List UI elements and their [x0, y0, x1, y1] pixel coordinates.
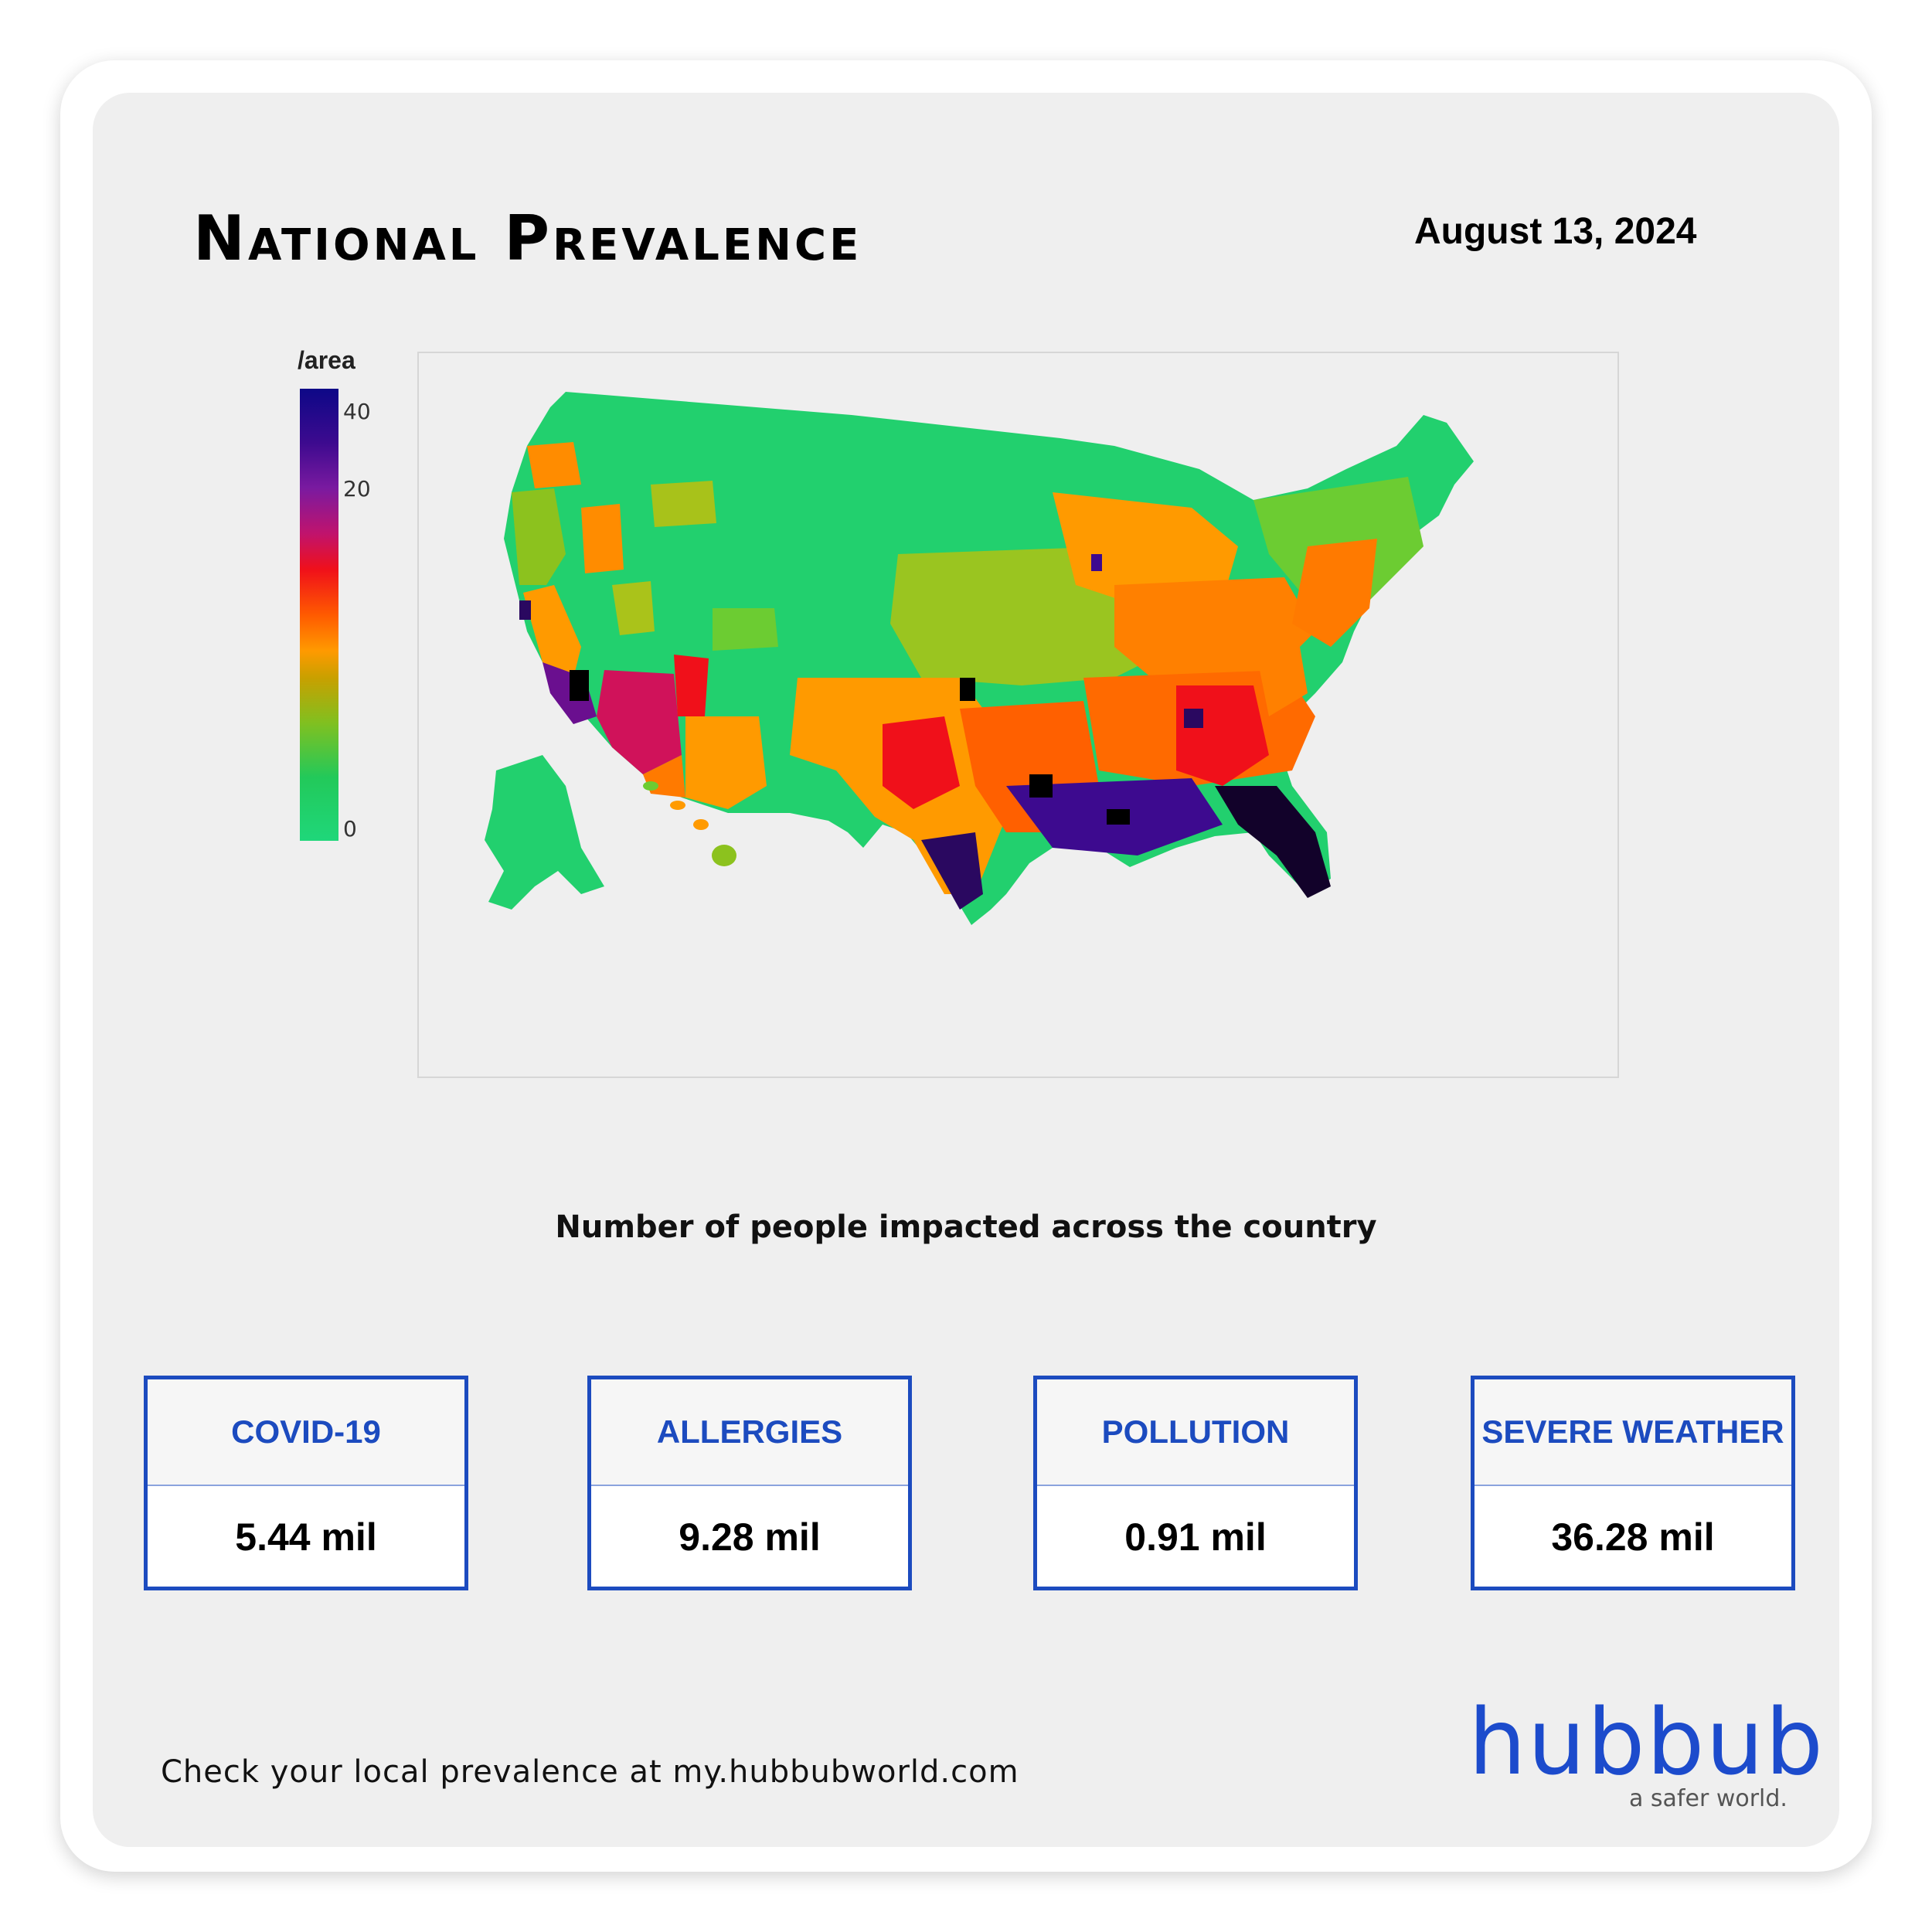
stat-value: 9.28 mil	[679, 1515, 821, 1559]
stat-label: SEVERE WEATHER	[1475, 1379, 1791, 1486]
region-oregon	[527, 442, 581, 488]
region-new-mexico	[685, 716, 767, 809]
region-great-lakes	[1053, 492, 1238, 608]
region-northeast	[1253, 477, 1423, 600]
hotspot-bay-area	[519, 600, 531, 620]
legend-tick-20: 20	[343, 476, 371, 502]
region-carolina-coast	[1253, 639, 1308, 716]
stat-card-allergies[interactable]: ALLERGIES 9.28 mil	[587, 1376, 912, 1590]
stat-value: 0.91 mil	[1124, 1515, 1267, 1559]
region-texas-east	[883, 716, 960, 809]
us-prevalence-map[interactable]	[417, 352, 1619, 1078]
region-idaho	[581, 504, 624, 573]
stat-value: 36.28 mil	[1551, 1515, 1715, 1559]
hotspot-atlanta	[1184, 709, 1203, 728]
alaska-shape	[485, 755, 604, 910]
legend-tick-0: 0	[343, 816, 357, 842]
stat-card-covid[interactable]: COVID-19 5.44 mil	[144, 1376, 468, 1590]
stat-label: COVID-19	[148, 1379, 464, 1486]
hotspot-chicago	[1091, 554, 1102, 571]
region-arizona	[597, 670, 682, 774]
hawaii-island-4	[712, 845, 736, 866]
stat-value: 5.44 mil	[235, 1515, 377, 1559]
region-nevada-south	[674, 655, 709, 716]
map-subtitle: Number of people impacted across the cou…	[555, 1209, 1377, 1245]
hotspot-houston	[1029, 774, 1053, 798]
report-date: August 13, 2024	[1414, 211, 1697, 252]
footer-link-text[interactable]: Check your local prevalence at my.hubbub…	[161, 1754, 1019, 1790]
color-scale-bar	[300, 389, 338, 841]
hotspot-new-orleans	[1107, 809, 1130, 825]
region-west-coast	[512, 488, 566, 585]
hawaii-island-3	[693, 819, 709, 830]
region-mid-atlantic	[1292, 539, 1377, 647]
region-montana	[651, 481, 716, 527]
region-colorado	[713, 608, 778, 651]
stat-card-severe-weather[interactable]: SEVERE WEATHER 36.28 mil	[1471, 1376, 1795, 1590]
region-utah	[612, 581, 655, 635]
hubbub-logo: hubbub	[1468, 1689, 1825, 1795]
legend-title: /area	[298, 346, 355, 374]
map-canvas	[485, 392, 1474, 925]
page-title: National Prevalence	[193, 202, 862, 274]
logo-tagline: a safer world.	[1629, 1785, 1787, 1812]
hawaii-island-1	[643, 781, 658, 791]
hotspot-dallas	[960, 678, 975, 701]
stat-label: POLLUTION	[1037, 1379, 1354, 1486]
hawaii-island-2	[670, 801, 685, 810]
region-south-texas	[921, 832, 983, 910]
stat-card-pollution[interactable]: POLLUTION 0.91 mil	[1033, 1376, 1358, 1590]
legend-tick-40: 40	[343, 399, 371, 424]
hotspot-phoenix	[570, 670, 589, 701]
region-california-central	[523, 585, 581, 678]
region-florida	[1215, 786, 1331, 898]
stat-label: ALLERGIES	[591, 1379, 908, 1486]
